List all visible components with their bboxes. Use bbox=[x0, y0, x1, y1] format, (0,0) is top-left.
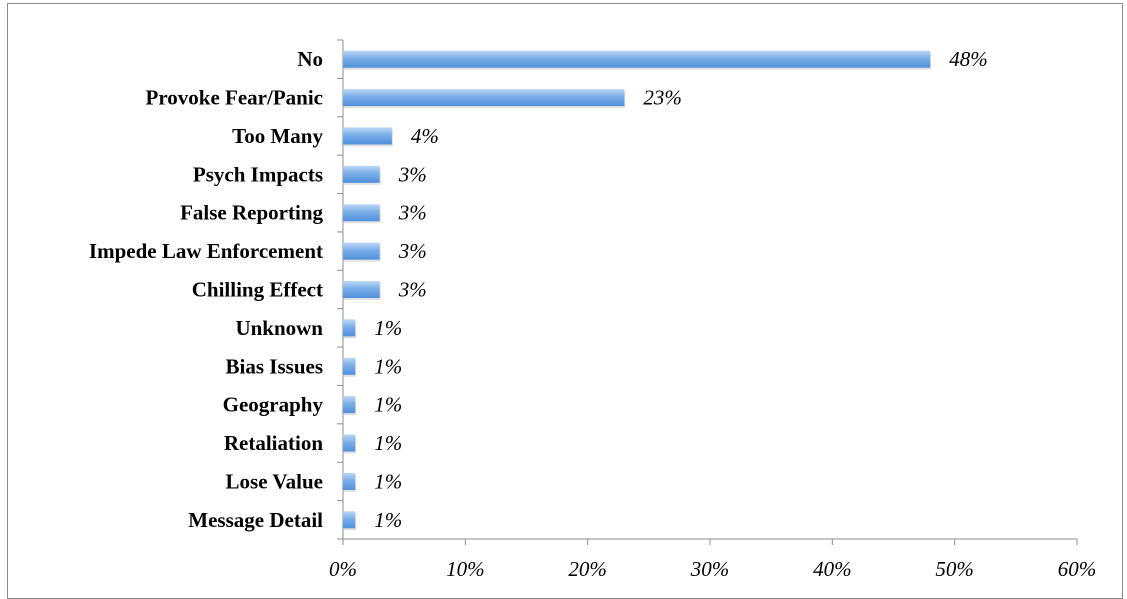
chart-axes: 0% 10% 20% 30% 40% 50% 60% bbox=[329, 39, 1097, 581]
category-label: Chilling Effect bbox=[192, 278, 323, 302]
category-label: Provoke Fear/Panic bbox=[146, 86, 324, 110]
category-label: Too Many bbox=[232, 124, 323, 148]
data-label: 23% bbox=[643, 86, 682, 110]
bar bbox=[343, 511, 356, 529]
bar bbox=[343, 89, 625, 107]
bar bbox=[343, 472, 356, 490]
data-label: 3% bbox=[398, 239, 427, 263]
category-label: Message Detail bbox=[188, 508, 323, 532]
x-tick-label: 60% bbox=[1058, 557, 1097, 581]
category-label: Impede Law Enforcement bbox=[89, 239, 323, 263]
data-label: 48% bbox=[949, 47, 988, 71]
category-label: Geography bbox=[223, 393, 324, 417]
category-label: Unknown bbox=[235, 316, 323, 340]
data-label: 1% bbox=[374, 469, 402, 493]
data-label: 3% bbox=[398, 162, 427, 186]
bar bbox=[343, 50, 931, 68]
category-label: Retaliation bbox=[224, 431, 323, 455]
bar bbox=[343, 357, 356, 375]
bar bbox=[343, 165, 380, 183]
category-label: Psych Impacts bbox=[193, 162, 323, 186]
bar bbox=[343, 396, 356, 414]
data-label: 1% bbox=[374, 393, 402, 417]
bar bbox=[343, 434, 356, 452]
category-label: Lose Value bbox=[226, 469, 323, 493]
chart-bars bbox=[343, 50, 932, 531]
x-tick-label: 50% bbox=[935, 557, 974, 581]
category-label: No bbox=[297, 47, 323, 71]
x-tick-label: 20% bbox=[568, 557, 607, 581]
category-label: False Reporting bbox=[180, 201, 323, 225]
category-label: Bias Issues bbox=[226, 354, 323, 378]
bar bbox=[343, 127, 392, 145]
x-tick-label: 0% bbox=[329, 557, 357, 581]
data-label: 1% bbox=[374, 316, 402, 340]
x-tick-label: 30% bbox=[690, 557, 730, 581]
x-tick-label: 10% bbox=[446, 557, 485, 581]
bar bbox=[343, 319, 356, 337]
data-label: 1% bbox=[374, 508, 402, 532]
chart-labels: No 48% Provoke Fear/Panic 23% Too Many 4% Psyc… bbox=[89, 47, 988, 532]
bar bbox=[343, 281, 380, 298]
x-tick-label: 40% bbox=[813, 557, 852, 581]
bar bbox=[343, 204, 380, 222]
data-label: 4% bbox=[411, 124, 439, 148]
data-label: 3% bbox=[398, 278, 427, 302]
data-label: 1% bbox=[374, 431, 402, 455]
data-label: 3% bbox=[398, 201, 427, 225]
data-label: 1% bbox=[374, 354, 402, 378]
bar bbox=[343, 242, 380, 260]
